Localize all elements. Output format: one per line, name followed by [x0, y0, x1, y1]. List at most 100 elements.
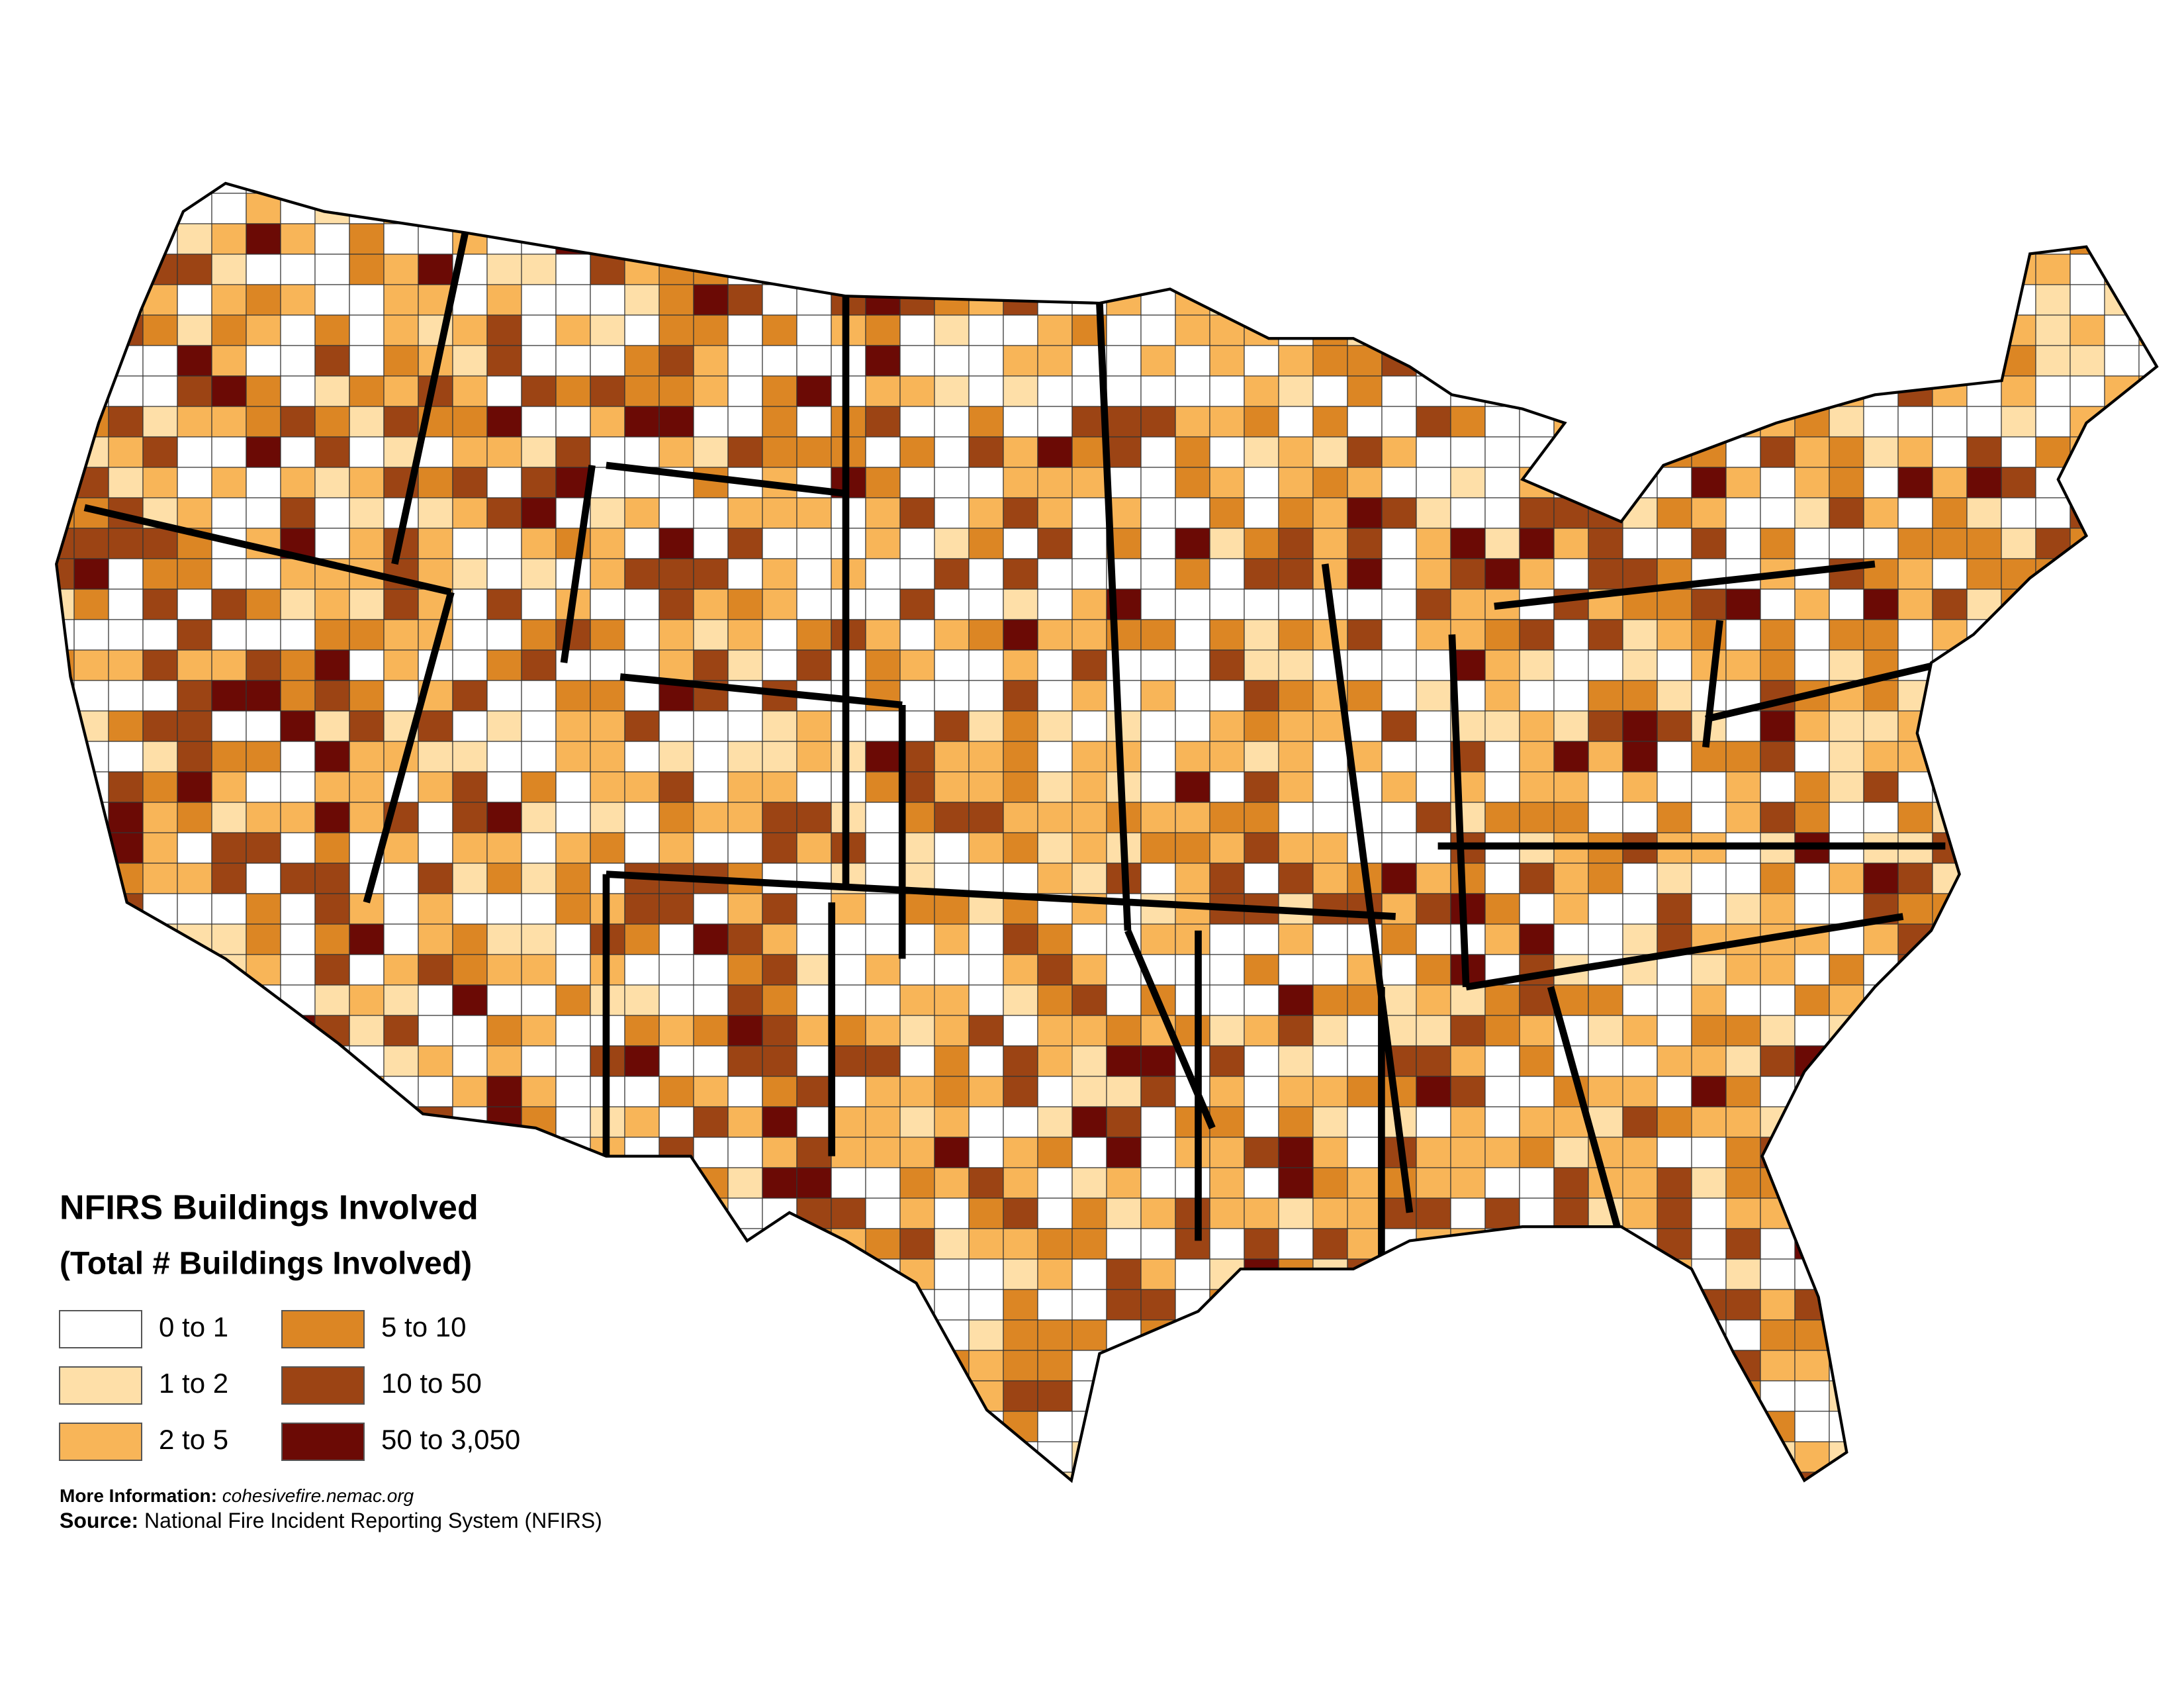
county: [349, 345, 385, 377]
county: [211, 345, 247, 377]
county: [1209, 223, 1245, 255]
county: [796, 741, 832, 773]
county: [727, 619, 763, 651]
county: [177, 406, 212, 438]
county: [1484, 284, 1520, 316]
county: [1416, 436, 1451, 468]
county: [1450, 284, 1486, 316]
county: [2173, 985, 2184, 1015]
county: [73, 1076, 109, 1107]
county: [1003, 497, 1038, 529]
county: [624, 1015, 660, 1047]
county: [968, 863, 1004, 894]
county: [1003, 1258, 1038, 1290]
county: [1553, 1350, 1589, 1382]
county: [1450, 436, 1486, 468]
county: [899, 588, 935, 620]
county: [1726, 132, 1760, 163]
county: [659, 1350, 694, 1382]
county: [2105, 132, 2139, 163]
county: [2173, 650, 2184, 680]
county: [280, 345, 316, 377]
county: [1760, 1319, 1796, 1351]
county: [1106, 1289, 1142, 1321]
county: [1588, 1380, 1623, 1412]
county: [727, 923, 763, 955]
county: [2001, 741, 2036, 773]
county: [590, 132, 625, 163]
county: [1725, 1319, 1761, 1351]
county: [1760, 893, 1796, 925]
county: [2070, 1197, 2105, 1229]
county: [1106, 649, 1142, 681]
county: [1966, 1197, 2002, 1229]
county: [1037, 193, 1073, 224]
county: [2035, 649, 2071, 681]
county: [1657, 1441, 1692, 1473]
county: [383, 863, 419, 894]
county: [1244, 1106, 1279, 1138]
county: [521, 710, 557, 742]
county: [2138, 183, 2157, 194]
county: [1897, 1228, 1933, 1260]
county: [796, 223, 832, 255]
county: [1003, 467, 1038, 498]
county: [555, 893, 591, 925]
county: [486, 497, 522, 529]
county: [2173, 1107, 2184, 1137]
county: [968, 680, 1004, 712]
county: [590, 497, 625, 529]
county: [1450, 345, 1486, 377]
county: [73, 984, 109, 1016]
county: [1553, 497, 1589, 529]
county: [1312, 467, 1348, 498]
county: [865, 984, 901, 1016]
county: [246, 467, 281, 498]
county: [1863, 1258, 1899, 1290]
county: [831, 1441, 866, 1473]
county: [280, 863, 316, 894]
county: [762, 1015, 797, 1047]
county: [1519, 923, 1555, 955]
county: [2070, 588, 2105, 620]
county: [2001, 193, 2036, 224]
county: [555, 741, 591, 773]
county: [693, 832, 729, 864]
county: [1140, 558, 1176, 590]
county: [452, 1045, 488, 1077]
county: [2001, 1503, 2036, 1533]
county: [1760, 183, 1796, 194]
county: [762, 588, 797, 620]
county: [1553, 223, 1589, 255]
county: [1140, 1411, 1176, 1442]
legend-swatch: [59, 1366, 142, 1405]
county: [2173, 1381, 2184, 1411]
county: [418, 1472, 453, 1481]
county: [968, 802, 1004, 833]
county: [865, 183, 901, 194]
county: [693, 1076, 729, 1107]
county: [452, 588, 488, 620]
county: [1863, 1076, 1899, 1107]
county: [1657, 1197, 1692, 1229]
county: [796, 528, 832, 559]
us-outline: [55, 181, 2159, 1483]
county: [314, 254, 350, 285]
county: [314, 680, 350, 712]
county: [762, 741, 797, 773]
county: [1588, 1228, 1623, 1260]
county: [590, 406, 625, 438]
county: [246, 984, 281, 1016]
county: [1657, 314, 1692, 346]
county: [2138, 1015, 2157, 1047]
county: [521, 1015, 557, 1047]
county: [1244, 1319, 1279, 1351]
county: [899, 436, 935, 468]
county: [1897, 284, 1933, 316]
county: [1691, 1258, 1727, 1290]
county: [762, 132, 797, 163]
county: [762, 1167, 797, 1199]
county: [727, 314, 763, 346]
county: [1519, 1289, 1555, 1321]
county: [727, 223, 763, 255]
